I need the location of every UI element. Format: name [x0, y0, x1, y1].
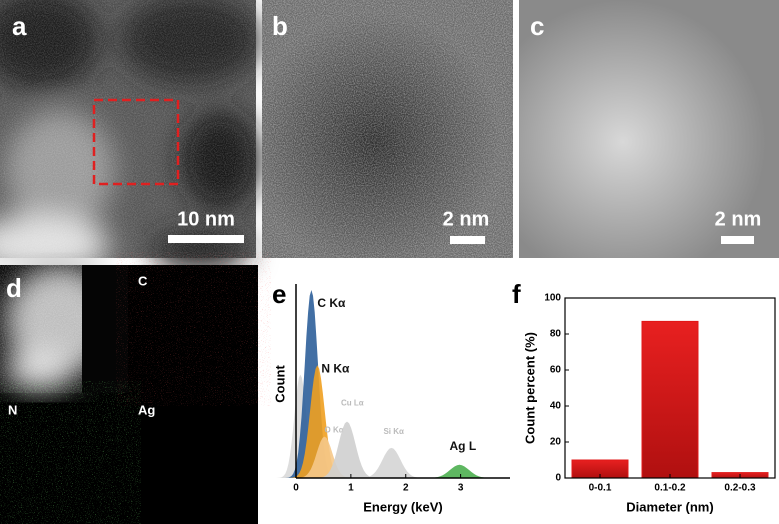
y-tick-label: 100: [544, 293, 561, 304]
panel-label: d: [6, 273, 22, 303]
panel-label: f: [512, 279, 521, 309]
y-tick-label: 80: [550, 329, 562, 340]
peak-label: O Kα: [325, 426, 344, 435]
y-tick-label: 0: [555, 473, 561, 484]
x-axis-label: Diameter (nm): [626, 499, 713, 514]
x-tick-label: 0-0.1: [589, 483, 612, 494]
panel-label: a: [12, 11, 27, 41]
plot-frame: [564, 297, 776, 479]
scale-bar-label: 2 nm: [443, 208, 490, 230]
scale-bar-label: 10 nm: [177, 208, 235, 230]
y-tick-label: 60: [550, 365, 562, 376]
peak-label: N Kα: [321, 361, 350, 375]
x-tick-label: 0: [293, 483, 299, 494]
x-tick-label: 1: [348, 483, 354, 494]
x-tick-label: 2: [403, 483, 409, 494]
bar: [641, 320, 699, 479]
map-label: N: [8, 402, 17, 417]
spectrum-peak: [288, 365, 347, 478]
panel-label: b: [272, 11, 288, 41]
map-label: C: [138, 273, 148, 288]
y-axis-label: Count percent (%): [522, 332, 537, 444]
y-axis-label: Count: [272, 365, 287, 403]
peak-label: Cu Lα: [341, 399, 364, 408]
panel-a: a 10 nm: [0, 0, 260, 275]
spectrum-peak: [276, 374, 325, 478]
panel-c: c 2 nm: [519, 0, 779, 258]
peak-label: C Kα: [317, 296, 346, 310]
map-label: Ag: [138, 402, 155, 417]
panel-b: b 2 nm: [262, 0, 513, 258]
spectrum-peak: [293, 436, 356, 478]
spectrum-peak: [313, 421, 381, 478]
x-tick-label: 0.2-0.3: [724, 483, 756, 494]
scale-bar-label: 2 nm: [715, 208, 762, 230]
x-axis-label: Energy (keV): [363, 499, 442, 514]
x-tick-label: 3: [458, 483, 464, 494]
peak-label: Si Kα: [383, 427, 404, 436]
x-tick-label: 0.1-0.2: [654, 483, 686, 494]
spectrum-peak: [355, 447, 428, 478]
y-tick-label: 40: [550, 401, 562, 412]
panel-label: e: [272, 279, 286, 309]
y-tick-label: 20: [550, 437, 562, 448]
panel-d: d C N Ag: [0, 265, 258, 524]
spectrum-peak: [285, 290, 338, 478]
spectrum-peak: [421, 464, 498, 478]
peak-label: Ag L: [450, 439, 477, 453]
panel-label: c: [530, 11, 544, 41]
